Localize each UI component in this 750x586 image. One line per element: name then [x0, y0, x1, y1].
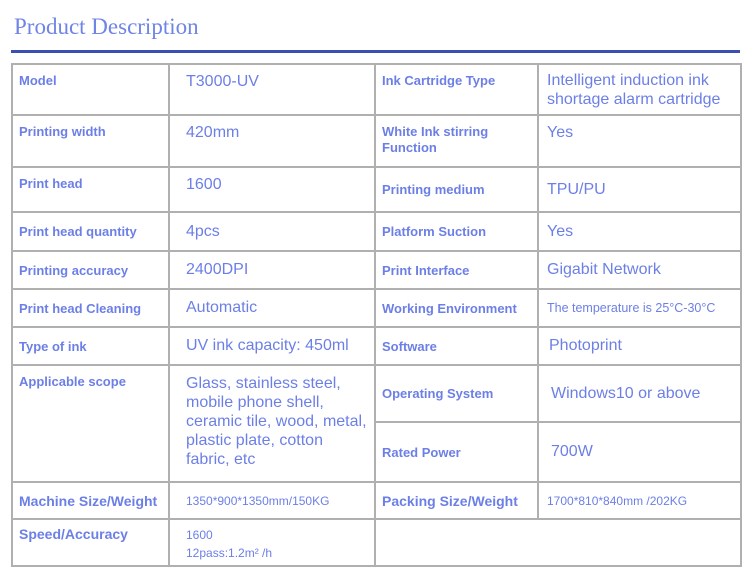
spec-label: Rated Power — [374, 421, 539, 483]
spec-value: 700W — [537, 421, 742, 483]
spec-label: Printing width — [11, 114, 170, 168]
spec-label: Operating System — [374, 364, 539, 423]
table-row: Speed/Accuracy 1600 12pass:1.2m² /h — [11, 518, 742, 567]
spec-value: Yes — [537, 211, 742, 252]
spec-label: Applicable scope — [11, 364, 170, 483]
spec-value: T3000-UV — [168, 63, 376, 116]
spec-value: 1350*900*1350mm/150KG — [168, 481, 376, 520]
empty-cell — [374, 518, 742, 567]
spec-value: The temperature is 25°C-30°C — [537, 288, 742, 328]
spec-label: Print head — [11, 166, 170, 213]
spec-label: Print head quantity — [11, 211, 170, 252]
spec-label: Model — [11, 63, 170, 116]
spec-value: Photoprint — [537, 326, 742, 366]
spec-label: Type of ink — [11, 326, 170, 366]
spec-table: Model T3000-UV Ink Cartridge Type Intell… — [11, 63, 742, 567]
spec-value: 420mm — [168, 114, 376, 168]
spec-value: UV ink capacity: 450ml — [168, 326, 376, 366]
spec-label: Printing accuracy — [11, 250, 170, 290]
spec-label: Ink Cartridge Type — [374, 63, 539, 116]
table-row: Printing width 420mm White Ink stirring … — [11, 114, 742, 168]
title-divider — [11, 50, 740, 53]
spec-value: 12pass:1.2m² /h — [186, 546, 273, 560]
spec-label: Platform Suction — [374, 211, 539, 252]
spec-label: Printing medium — [374, 166, 539, 213]
spec-label: Machine Size/Weight — [11, 481, 170, 520]
spec-value: Gigabit Network — [537, 250, 742, 290]
table-row: Print head 1600 Printing medium TPU/PU — [11, 166, 742, 213]
spec-value: TPU/PU — [537, 166, 742, 213]
spec-value: 1700*810*840mm /202KG — [537, 481, 742, 520]
page-title: Product Description — [14, 14, 199, 39]
spec-label: Print head Cleaning — [11, 288, 170, 328]
table-row: Machine Size/Weight 1350*900*1350mm/150K… — [11, 481, 742, 520]
spec-value: 2400DPI — [168, 250, 376, 290]
table-row: Type of ink UV ink capacity: 450ml Softw… — [11, 326, 742, 366]
table-row: Applicable scope Glass, stainless steel,… — [11, 364, 742, 483]
spec-value: 4pcs — [168, 211, 376, 252]
table-row: Printing accuracy 2400DPI Print Interfac… — [11, 250, 742, 290]
spec-label: Packing Size/Weight — [374, 481, 539, 520]
spec-label: Working Environment — [374, 288, 539, 328]
spec-value: Windows10 or above — [537, 364, 742, 423]
table-row: Rated Power 700W — [12, 421, 742, 483]
spec-value: Automatic — [168, 288, 376, 328]
spec-value: Glass, stainless steel, mobile phone she… — [168, 364, 376, 483]
spec-label: Print Interface — [374, 250, 539, 290]
spec-label: Software — [374, 326, 539, 366]
spec-label: White Ink stirring Function — [374, 114, 539, 168]
spec-label: Speed/Accuracy — [11, 518, 170, 567]
table-row: Print head quantity 4pcs Platform Suctio… — [11, 211, 742, 252]
table-row: Print head Cleaning Automatic Working En… — [11, 288, 742, 328]
table-row: Model T3000-UV Ink Cartridge Type Intell… — [11, 63, 742, 116]
spec-value: Intelligent induction ink shortage alarm… — [537, 63, 742, 116]
spec-value: Yes — [537, 114, 742, 168]
spec-value: 1600 — [168, 166, 376, 213]
spec-value: 1600 — [186, 528, 213, 542]
